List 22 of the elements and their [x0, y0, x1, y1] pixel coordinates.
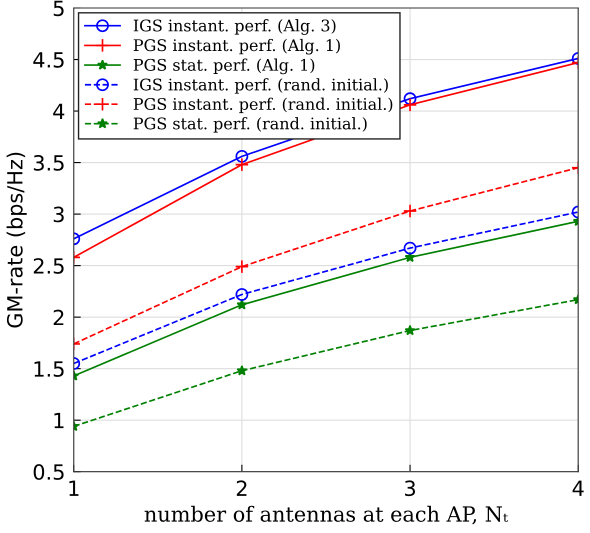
legend-label: IGS instant. perf. (Alg. 3) — [134, 19, 336, 35]
x-tick-label: 4 — [572, 480, 584, 496]
y-tick-label: 1.5 — [34, 361, 64, 377]
legend-label: PGS instant. perf. (rand. initial.) — [134, 98, 392, 114]
x-tick-label: 1 — [69, 480, 78, 496]
y-tick-label: 5 — [54, 0, 64, 16]
legend-label: IGS instant. perf. (rand. initial.) — [134, 78, 388, 94]
y-axis-title: GM-rate (bps/Hz) — [6, 152, 27, 328]
x-axis-title: number of antennas at each AP, Nₜ — [144, 506, 508, 524]
legend-label: PGS stat. perf. (rand. initial.) — [134, 117, 367, 133]
y-tick-label: 1 — [54, 412, 64, 428]
y-tick-label: 4 — [53, 104, 64, 119]
x-tick-label: 2 — [236, 480, 246, 496]
legend-label: PGS stat. perf. (Alg. 1) — [134, 58, 314, 74]
y-tick-label: 4.5 — [33, 52, 64, 68]
x-tick-label: 3 — [405, 480, 416, 496]
y-tick-label: 3 — [54, 206, 64, 222]
y-tick-label: 2 — [54, 310, 64, 326]
y-tick-label: 3.5 — [34, 155, 64, 171]
legend-label: PGS instant. perf. (Alg. 1) — [134, 38, 340, 55]
y-tick-label: 2.5 — [34, 258, 64, 274]
y-tick-label: 0.5 — [34, 464, 64, 480]
